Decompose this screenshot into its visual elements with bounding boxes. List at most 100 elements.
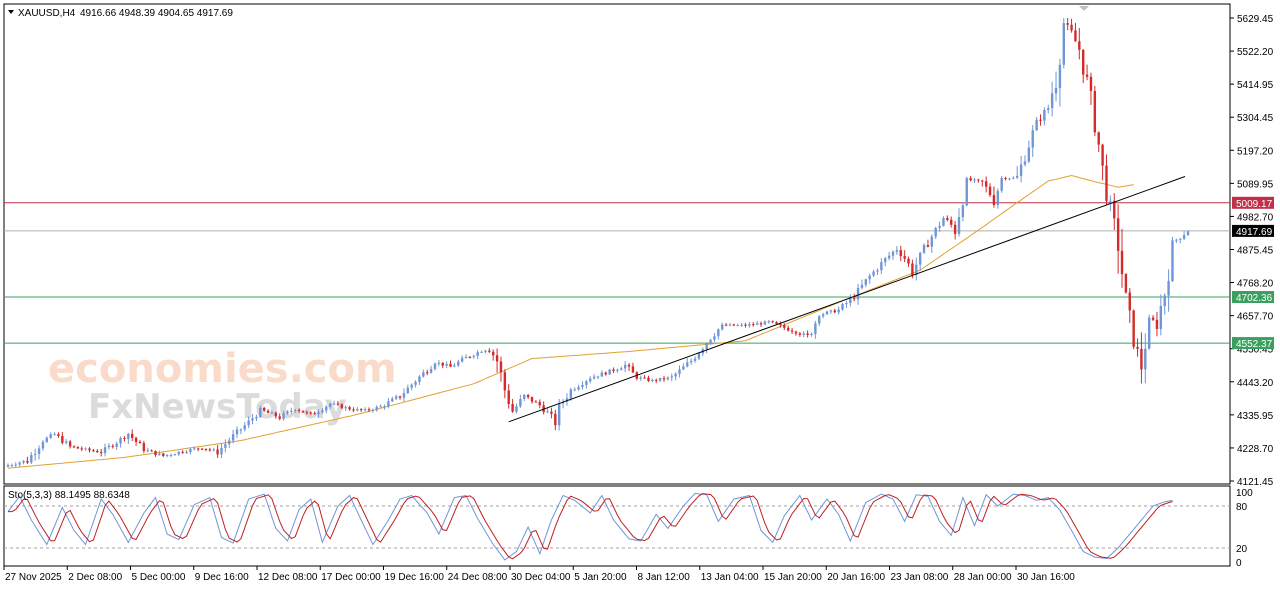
candle: [884, 257, 887, 267]
candle: [1027, 140, 1031, 164]
candle: [41, 440, 45, 451]
candle: [1124, 272, 1128, 294]
candle: [1039, 114, 1042, 126]
candle: [301, 410, 305, 414]
candle: [49, 432, 52, 440]
candle: [181, 450, 184, 454]
main-pane[interactable]: [3, 3, 1231, 485]
trendline[interactable]: [508, 176, 1186, 423]
candle: [270, 410, 274, 414]
candle: [115, 441, 118, 450]
price-tick-label: 4121.45: [1237, 477, 1274, 488]
candle: [946, 215, 949, 222]
candle: [1101, 143, 1104, 181]
candle: [344, 405, 347, 411]
watermark-economies: economies.com: [48, 346, 397, 392]
candle: [99, 449, 103, 457]
time-tick-label: 27 Nov 2025: [5, 572, 62, 583]
candle: [918, 251, 922, 271]
candle: [1058, 58, 1062, 107]
candle: [433, 362, 437, 371]
stoch-axis-label: 80: [1236, 502, 1248, 513]
candle: [988, 183, 992, 197]
candle: [80, 446, 83, 452]
candle: [1105, 154, 1108, 205]
candle: [930, 234, 934, 253]
candle: [162, 452, 165, 458]
scroll-marker-icon[interactable]: [1079, 6, 1089, 11]
candle: [938, 221, 941, 232]
time-tick-label: 28 Jan 00:00: [954, 572, 1012, 583]
candle: [790, 327, 794, 334]
price-tag-4702.36[interactable]: 4702.36: [1232, 291, 1274, 304]
price-tag-5009.17[interactable]: 5009.17: [1232, 196, 1274, 210]
indicator-pane[interactable]: [3, 485, 1231, 567]
candle: [1066, 17, 1069, 31]
candle: [371, 408, 375, 413]
candle: [150, 449, 153, 452]
candle: [10, 463, 14, 467]
candle: [1023, 155, 1027, 167]
time-tick-label: 23 Jan 08:00: [891, 572, 949, 583]
price-tick-label: 4228.70: [1237, 444, 1274, 455]
candle: [802, 331, 805, 338]
ohlc-values: 4916.66 4948.39 4904.65 4917.69: [80, 8, 233, 19]
price-tag-4552.37[interactable]: 4552.37: [1232, 337, 1274, 350]
candle: [173, 453, 177, 456]
candle: [1163, 293, 1166, 315]
candle: [849, 294, 852, 307]
candle: [410, 383, 413, 391]
candle: [713, 333, 716, 342]
candle: [328, 402, 332, 409]
candle: [557, 398, 561, 431]
candle: [1167, 269, 1170, 312]
candle: [348, 405, 351, 411]
candle: [818, 315, 821, 327]
candle: [360, 408, 363, 412]
candle: [216, 444, 219, 458]
candle: [1155, 311, 1159, 337]
candle: [480, 350, 483, 353]
candle: [387, 397, 390, 409]
candle: [476, 350, 479, 360]
candle: [309, 411, 312, 416]
candle: [235, 426, 239, 439]
candle: [1000, 175, 1003, 193]
candle: [1116, 204, 1120, 274]
candle: [488, 348, 491, 354]
candle: [600, 370, 604, 378]
candle: [1054, 71, 1058, 102]
candle: [402, 388, 406, 402]
candle: [449, 360, 452, 368]
candle: [321, 408, 324, 414]
candle: [1136, 338, 1139, 357]
candle: [138, 440, 142, 444]
price-axis[interactable]: 5629.45 5522.20 5414.95 5304.45 5197.20 5089.…: [1230, 14, 1274, 488]
candle: [984, 176, 988, 193]
candle: [204, 448, 208, 452]
stoch-signal-line: [8, 493, 1173, 560]
candle: [934, 226, 937, 240]
candle: [406, 384, 410, 394]
price-tick-label: 5629.45: [1237, 14, 1274, 25]
price-tag-label: 4702.36: [1236, 293, 1273, 304]
candle: [391, 396, 394, 403]
candle: [1004, 176, 1007, 181]
candle: [363, 407, 367, 412]
candle: [895, 246, 899, 255]
price-tag-4917.69[interactable]: 4917.69: [1232, 224, 1274, 238]
candle: [297, 408, 301, 413]
dropdown-triangle-icon[interactable]: [8, 10, 14, 14]
moving-average-line: [7, 174, 1134, 469]
candle: [383, 404, 386, 410]
candle: [519, 394, 522, 408]
candle: [577, 384, 580, 391]
candle: [1043, 107, 1046, 126]
candle: [169, 453, 173, 458]
price-tick-label: 5197.20: [1237, 146, 1274, 157]
candle: [647, 375, 650, 383]
time-axis[interactable]: 27 Nov 2025 2 Dec 08:00 5 Dec 00:00 9 Dec 1…: [3, 566, 1075, 583]
candle: [1175, 238, 1178, 244]
